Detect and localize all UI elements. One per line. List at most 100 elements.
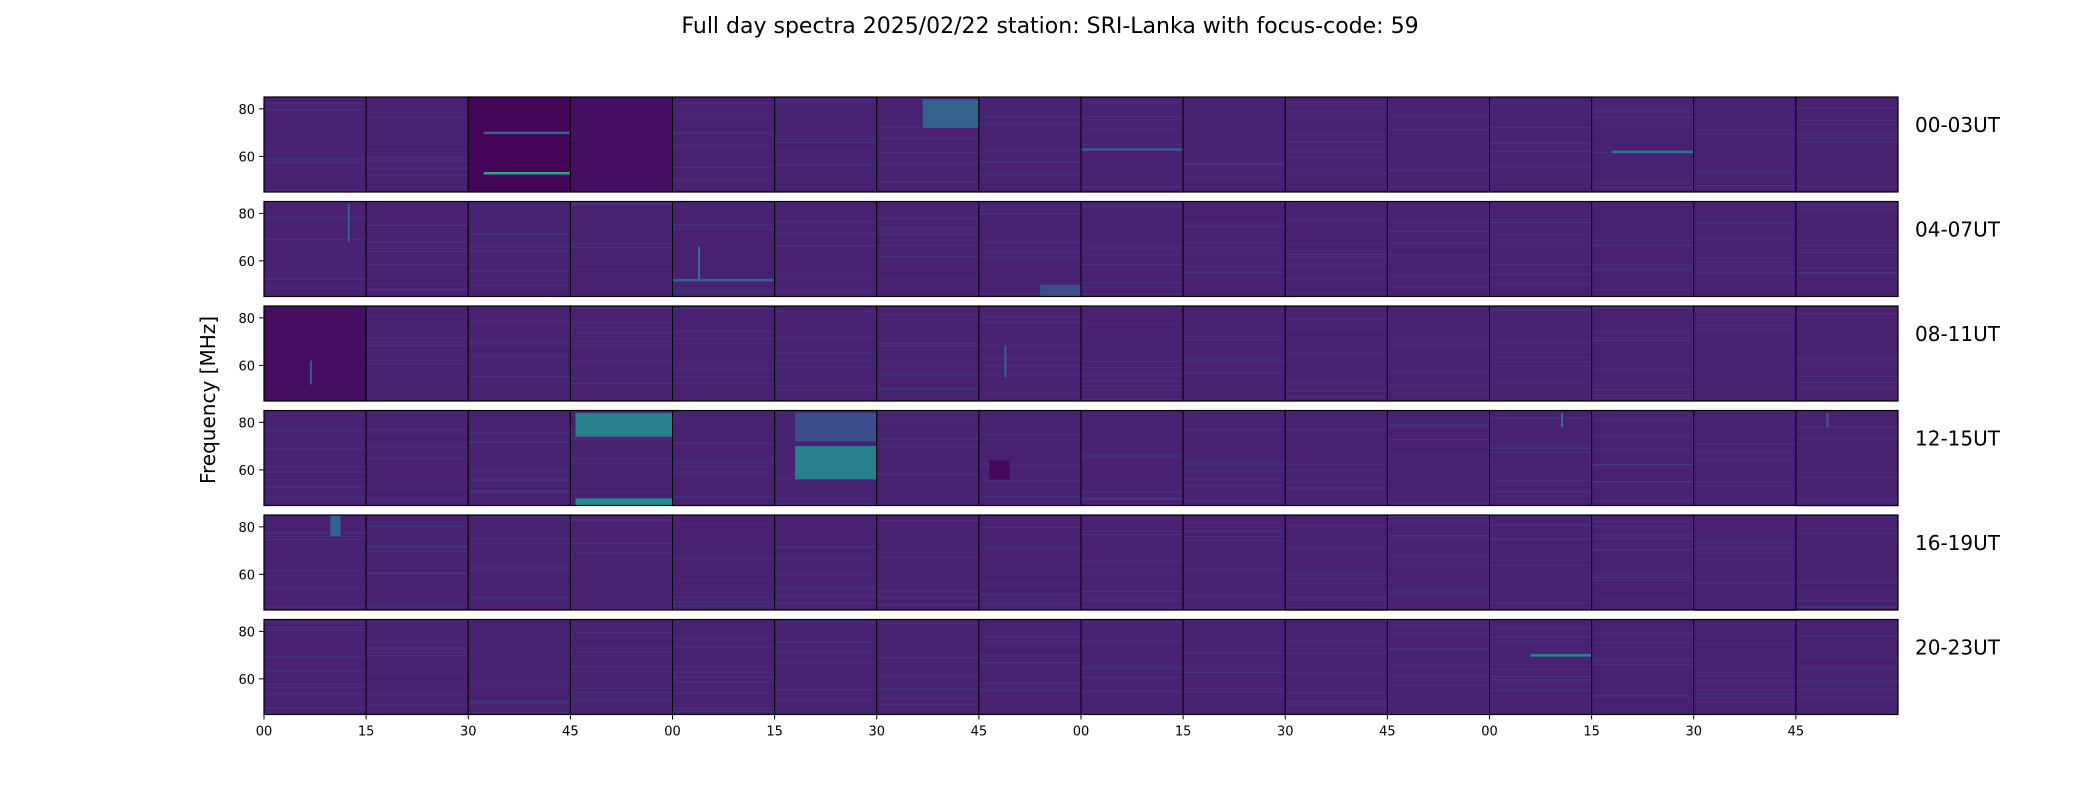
noise-band <box>1489 166 1592 168</box>
noise-band <box>1387 515 1490 517</box>
noise-band <box>1387 713 1490 715</box>
spectra-panel <box>774 619 878 715</box>
noise-band <box>672 308 775 310</box>
panel-background <box>264 97 367 192</box>
noise-band <box>1591 538 1694 540</box>
noise-band <box>1591 117 1694 119</box>
noise-band <box>1489 628 1592 630</box>
noise-band <box>468 344 571 346</box>
noise-band <box>672 117 775 119</box>
noise-band <box>1081 691 1184 693</box>
noise-band <box>1081 129 1184 131</box>
noise-band <box>774 101 877 103</box>
noise-band <box>876 432 979 434</box>
y-tick-label: 80 <box>238 312 255 327</box>
spectra-panel <box>672 514 776 611</box>
noise-band <box>1591 480 1694 482</box>
noise-band <box>876 255 979 257</box>
panel-background <box>264 410 367 506</box>
noise-band <box>366 161 469 163</box>
noise-band <box>1081 249 1184 251</box>
y-tick-label: 60 <box>238 568 255 583</box>
noise-band <box>1795 698 1898 700</box>
noise-band <box>468 479 571 481</box>
spectra-panel <box>1386 410 1490 506</box>
dark-block <box>468 97 571 192</box>
noise-band <box>1183 522 1286 524</box>
noise-band <box>1081 389 1184 391</box>
noise-band <box>570 520 673 522</box>
panel-background <box>774 306 877 401</box>
noise-band <box>468 229 571 231</box>
row-time-label: 20-23UT <box>1915 636 2001 660</box>
spectra-panel <box>1489 305 1593 402</box>
noise-band <box>570 608 673 610</box>
noise-band <box>1489 210 1592 212</box>
noise-band <box>1387 560 1490 562</box>
noise-band <box>468 270 571 272</box>
noise-band <box>1489 127 1592 129</box>
noise-band <box>876 590 979 592</box>
noise-band <box>774 700 877 702</box>
noise-band <box>1591 106 1694 108</box>
noise-band <box>1387 483 1490 485</box>
noise-band <box>1591 435 1694 437</box>
noise-band <box>1183 697 1286 699</box>
noise-band <box>672 124 775 126</box>
noise-band <box>1489 551 1592 553</box>
spectra-panel <box>1080 410 1184 506</box>
panel-background <box>1693 306 1796 401</box>
noise-band <box>876 397 979 399</box>
panel-background <box>1693 201 1796 297</box>
noise-band <box>1693 324 1796 326</box>
noise-band <box>672 638 775 640</box>
noise-band <box>468 340 571 342</box>
noise-band <box>1489 559 1592 561</box>
noise-band <box>1285 111 1388 113</box>
noise-band <box>1387 520 1490 522</box>
noise-band <box>366 350 469 352</box>
noise-band <box>876 313 979 315</box>
spectra-panel <box>978 514 1082 611</box>
noise-band <box>1285 640 1388 642</box>
noise-band <box>1795 527 1898 529</box>
noise-band <box>672 224 775 226</box>
noise-band <box>1183 661 1286 663</box>
panel-background <box>1183 306 1286 401</box>
noise-band <box>1387 535 1490 537</box>
noise-band <box>1591 464 1694 466</box>
noise-band <box>1693 552 1796 554</box>
noise-band <box>672 676 775 678</box>
spectra-panel <box>1386 514 1490 611</box>
noise-band <box>978 308 1081 310</box>
noise-band <box>570 246 673 248</box>
noise-band <box>1795 442 1898 444</box>
panel-background <box>1591 410 1694 506</box>
noise-band <box>1693 288 1796 290</box>
noise-band <box>1183 478 1286 480</box>
noise-band <box>1183 569 1286 571</box>
noise-band <box>366 620 469 622</box>
y-tick-label: 80 <box>238 625 255 640</box>
noise-band <box>774 290 877 292</box>
noise-band <box>1081 597 1184 599</box>
row-frame <box>263 200 1899 298</box>
noise-band <box>1285 292 1388 294</box>
noise-band <box>1489 234 1592 236</box>
noise-band <box>1285 233 1388 235</box>
noise-band <box>570 203 673 205</box>
noise-band <box>1387 537 1490 539</box>
noise-band <box>468 530 571 532</box>
noise-band <box>366 488 469 490</box>
spectra-panel <box>978 410 1082 506</box>
spectra-panel <box>569 201 673 297</box>
noise-band <box>876 556 979 558</box>
noise-band <box>1693 237 1796 239</box>
noise-band <box>264 487 367 489</box>
noise-band <box>264 478 367 480</box>
noise-band <box>1081 136 1184 138</box>
noise-band <box>1387 169 1490 171</box>
noise-band <box>1693 421 1796 423</box>
noise-band <box>1591 306 1694 308</box>
noise-band <box>774 585 877 587</box>
